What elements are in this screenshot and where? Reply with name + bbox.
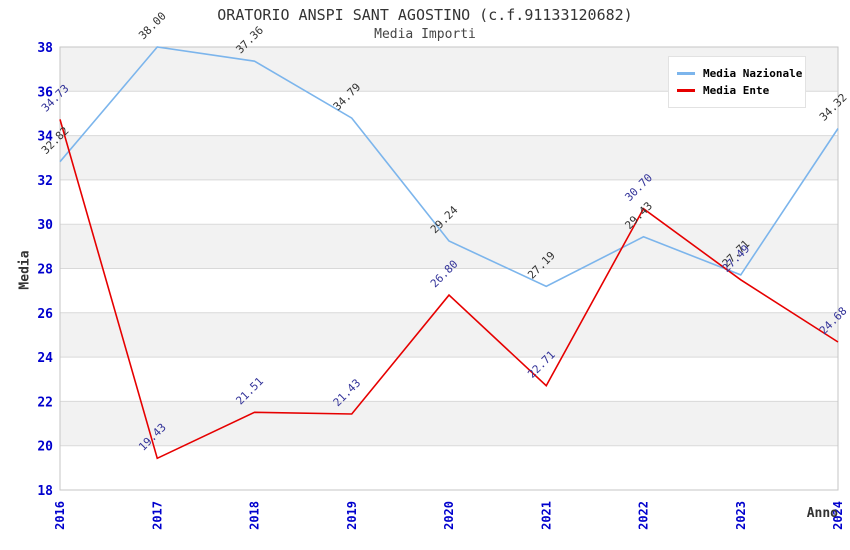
y-tick-label: 34 — [37, 130, 53, 145]
x-tick-label: 2022 — [637, 501, 651, 530]
y-tick-label: 36 — [37, 85, 53, 100]
plot-band — [60, 357, 838, 402]
y-tick-label: 32 — [37, 174, 53, 189]
y-tick-label: 26 — [37, 307, 53, 322]
y-tick-label: 22 — [37, 395, 53, 410]
x-tick-label: 2019 — [345, 501, 359, 530]
chart-title: ORATORIO ANSPI SANT AGOSTINO (c.f.911331… — [217, 6, 633, 24]
plot-band — [60, 179, 838, 225]
x-tick-label: 2018 — [248, 501, 262, 530]
plot-band — [60, 445, 838, 490]
series-line-media-ente — [59, 119, 839, 460]
x-tick-label: 2021 — [539, 501, 553, 530]
y-tick-label: 30 — [37, 218, 53, 233]
plot-band — [60, 401, 838, 446]
legend-item-media-ente: Media Ente — [677, 83, 797, 98]
series-line-media-nazionale — [59, 46, 839, 288]
plot-band — [60, 268, 838, 313]
x-tick-label: 2023 — [734, 501, 748, 530]
x-tick-label: 2024 — [831, 501, 845, 530]
x-tick-label: 2016 — [53, 501, 67, 530]
plot-band — [60, 224, 838, 269]
x-tick-label: 2017 — [150, 501, 164, 530]
y-tick-label: 24 — [37, 351, 53, 366]
y-tick-label: 20 — [37, 440, 53, 455]
plot-border — [59, 46, 839, 491]
legend-label: Media Ente — [703, 84, 770, 97]
y-axis-label: Media — [17, 250, 33, 290]
legend-line-icon-red — [677, 89, 695, 92]
legend-line-icon-blue — [677, 72, 695, 75]
y-tick-label: 28 — [37, 263, 53, 278]
y-tick-label: 38 — [37, 41, 53, 56]
x-tick-label: 2020 — [442, 501, 456, 530]
chart-subtitle: Media Importi — [374, 27, 476, 42]
x-axis-label: Anno — [806, 506, 838, 521]
plot-band — [60, 135, 838, 180]
y-tick-label: 18 — [37, 484, 53, 499]
legend-item-media-nazionale: Media Nazionale — [677, 66, 802, 81]
plot-band — [60, 312, 838, 358]
legend-label: Media Nazionale — [703, 67, 803, 80]
legend: Media Nazionale Media Ente — [668, 56, 806, 108]
